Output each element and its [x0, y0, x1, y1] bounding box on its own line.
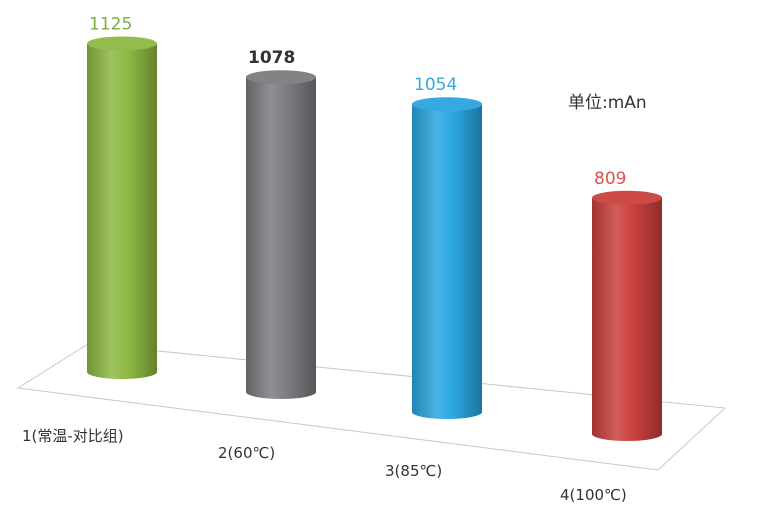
bar-top-3 [412, 97, 482, 112]
bar-cylinder-3 [412, 104, 482, 420]
data-label-1: 1125 [89, 15, 132, 35]
bar-cylinder-4 [592, 197, 662, 441]
bar-cylinder-1 [87, 43, 157, 379]
category-label-3: 3(85℃) [385, 462, 442, 480]
data-label-4: 809 [594, 169, 626, 189]
bar-top-2 [246, 70, 316, 85]
data-label-2: 1078 [248, 48, 295, 68]
unit-label: 单位:mAn [568, 93, 647, 113]
category-label-2: 2(60℃) [218, 444, 275, 462]
chart-floor [16, 343, 727, 471]
category-label-4: 4(100℃) [560, 486, 627, 504]
bar-cylinder-2 [246, 77, 316, 399]
data-label-3: 1054 [414, 75, 457, 95]
category-label-1: 1(常温-对比组) [22, 427, 124, 445]
bar-top-4 [592, 190, 662, 205]
bar-top-1 [87, 36, 157, 51]
